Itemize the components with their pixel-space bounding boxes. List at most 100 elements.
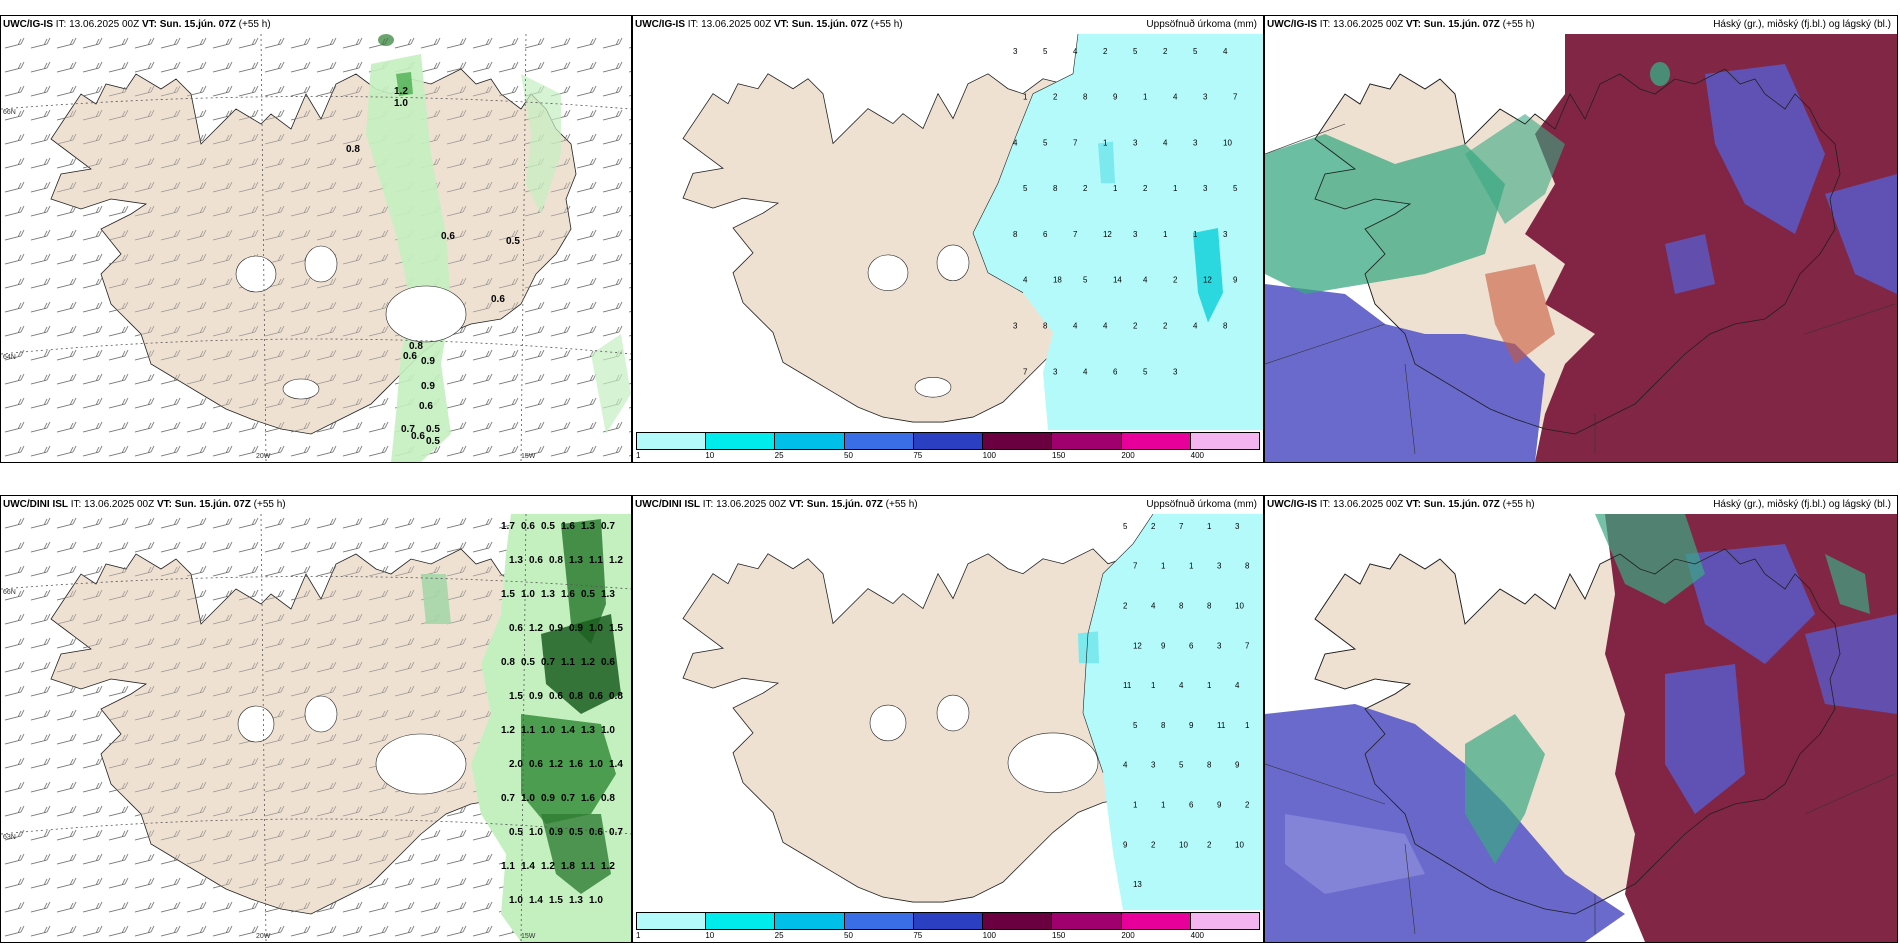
value-label: 3	[1217, 641, 1222, 650]
value-label: 3	[1235, 522, 1240, 531]
model-name: UWC/IG-IS	[1267, 499, 1317, 510]
panel-accum-precip-dini: UWC/DINI ISL IT: 13.06.2025 00Z VT: Sun.…	[632, 495, 1264, 943]
value-label: 1.2	[394, 86, 408, 97]
panel-clouds-igis-2: UWC/IG-IS IT: 13.06.2025 00Z VT: Sun. 15…	[1264, 495, 1898, 943]
colorbar-swatch	[637, 433, 707, 449]
value-label: 0.6	[441, 231, 455, 242]
panel-wind-precip-igis: UWC/IG-IS IT: 13.06.2025 00Z VT: Sun. 15…	[0, 15, 632, 463]
value-label: 0.8	[601, 793, 615, 804]
value-label: 0.8	[346, 144, 360, 155]
value-label: 4	[1173, 93, 1178, 102]
value-label: 1.2	[541, 861, 555, 872]
value-label: 6	[1043, 230, 1048, 239]
value-label: 4	[1163, 138, 1168, 147]
colorbar-tick-label: 200	[1121, 931, 1135, 940]
value-label: 5	[1233, 184, 1238, 193]
value-label: 1.4	[529, 895, 543, 906]
colorbar-swatch	[637, 913, 707, 929]
value-label: 0.7	[609, 827, 623, 838]
value-label: 1.3	[569, 895, 583, 906]
value-label: 4	[1083, 367, 1088, 376]
value-label: 5	[1133, 47, 1138, 56]
forecast-step: (+55 h)	[238, 19, 271, 30]
value-label: 1	[1207, 522, 1212, 531]
value-label: 5	[1043, 47, 1048, 56]
value-label: 1.5	[609, 623, 623, 634]
value-label: 1.4	[521, 861, 535, 872]
colorbar-tick-label: 75	[913, 931, 923, 940]
value-label: 11	[1217, 721, 1226, 730]
valid-label: VT:	[141, 19, 157, 30]
value-label: 1.1	[561, 657, 575, 668]
value-label: 2	[1123, 602, 1128, 611]
value-label: 3	[1217, 562, 1222, 571]
value-label: 1	[1173, 184, 1178, 193]
value-label: 1.3	[601, 589, 615, 600]
value-label: 3	[1013, 47, 1018, 56]
colorbar-swatch	[844, 913, 914, 929]
valid-time: Sun. 15.jún. 07Z	[791, 19, 868, 30]
value-label: 4	[1193, 322, 1198, 331]
value-label: 0.5	[509, 827, 523, 838]
value-label: 9	[1123, 840, 1128, 849]
value-label: 0.8	[609, 691, 623, 702]
colorbar-swatch	[706, 433, 776, 449]
accum-map: 3 5 4 2 5 2 5 41 2 8 9 1 4 3 74 5 7 1 3 4 3 105 8 2 1 2 1 3 58 6 7 12 3 1…	[682, 34, 1263, 430]
value-label: 18	[1053, 276, 1062, 285]
precip-value-labels: 1.7 0.6 0.5 1.6 1.3 0.7 1.3 0.6 0.8 1.3 1.1 1.2 1.5 1…	[501, 521, 623, 906]
panel-header: UWC/IG-IS IT: 13.06.2025 00Z VT: Sun. 15…	[633, 16, 1263, 34]
value-label: 1.7	[501, 521, 515, 532]
value-label: 1.5	[509, 691, 523, 702]
value-label: 8	[1223, 322, 1228, 331]
lon-label: 15W	[521, 933, 536, 940]
value-label: 8	[1161, 721, 1166, 730]
value-label: 8	[1207, 602, 1212, 611]
value-label: 1.0	[589, 759, 603, 770]
value-label: 0.6	[589, 827, 603, 838]
panel-wind-precip-dini: UWC/DINI ISL IT: 13.06.2025 00Z VT: Sun.…	[0, 495, 632, 943]
value-label: 1	[1245, 721, 1250, 730]
value-label: 2	[1151, 522, 1156, 531]
value-label: 1.0	[541, 725, 555, 736]
valid-time: Sun. 15.jún. 07Z	[806, 499, 883, 510]
value-label: 0.7	[401, 424, 415, 435]
colorbar-swatch	[1190, 433, 1259, 449]
value-label: 1.0	[589, 623, 603, 634]
value-label: 1	[1151, 681, 1156, 690]
value-label: 1	[1207, 681, 1212, 690]
value-label: 10	[1223, 138, 1232, 147]
value-label: 7	[1133, 562, 1138, 571]
colorbar-tick-label: 100	[982, 451, 997, 460]
value-label: 0.8	[569, 691, 583, 702]
valid-time: Sun. 15.jún. 07Z	[174, 499, 251, 510]
value-label: 1	[1161, 801, 1166, 810]
value-label: 10	[1179, 840, 1188, 849]
value-label: 0.5	[581, 589, 595, 600]
value-label: 1.4	[561, 725, 575, 736]
panel-header: UWC/IG-IS IT: 13.06.2025 00Z VT: Sun. 15…	[1, 16, 631, 34]
value-label: 2	[1163, 47, 1168, 56]
valid-label: VT:	[773, 19, 789, 30]
value-label: 2	[1133, 322, 1138, 331]
colorbar-tick-label: 10	[705, 451, 715, 460]
wind-map: 20W 15W 66N 63N 1.7 0.6 0.5 1.6 1.3 0.7 1.3 0.6…	[1, 514, 631, 942]
wind-map: 20W 15W 66N 64N 1.21.00.80.6 0.50.60.80.6…	[1, 34, 631, 462]
value-label: 1	[1189, 562, 1194, 571]
value-label: 0.9	[421, 356, 435, 367]
forecast-step: (+55 h)	[1502, 19, 1535, 30]
value-label: 4	[1073, 47, 1078, 56]
value-label: 13	[1133, 880, 1142, 889]
panel-header: UWC/DINI ISL IT: 13.06.2025 00Z VT: Sun.…	[1, 496, 631, 514]
value-label: 1.6	[561, 589, 575, 600]
colorbar-tick-label: 10	[705, 931, 715, 940]
colorbar-swatch	[844, 433, 914, 449]
value-label: 0.5	[426, 436, 440, 447]
colorbar-tick-label: 400	[1190, 931, 1205, 940]
init-time: IT: 13.06.2025 00Z	[55, 19, 140, 30]
precip-value-labels: 1.21.00.80.6 0.50.60.80.6 0.90.90.60.7 0.50…	[346, 86, 520, 447]
value-label: 3	[1133, 138, 1138, 147]
value-label: 0.6	[403, 351, 417, 362]
value-label: 1.0	[521, 589, 535, 600]
value-label: 4	[1151, 602, 1156, 611]
value-label: 4	[1179, 681, 1184, 690]
